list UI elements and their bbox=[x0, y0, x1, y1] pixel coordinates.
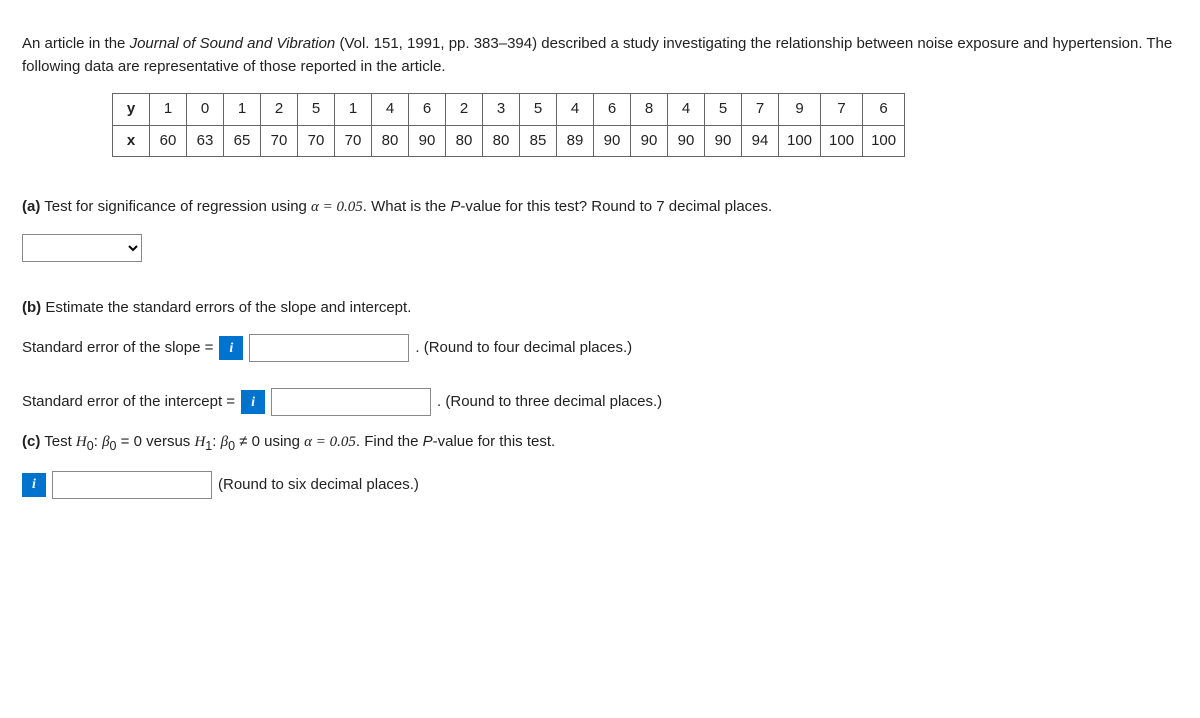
cell: 89 bbox=[557, 125, 594, 157]
beta-var2: β bbox=[221, 434, 228, 450]
cell: 1 bbox=[335, 94, 372, 126]
cell: 6 bbox=[409, 94, 446, 126]
c-post: . Find the bbox=[356, 433, 423, 450]
h0-var: H bbox=[76, 434, 87, 450]
slope-label: Standard error of the slope = bbox=[22, 337, 213, 360]
cell: 100 bbox=[779, 125, 821, 157]
cell: 60 bbox=[150, 125, 187, 157]
cell: 63 bbox=[187, 125, 224, 157]
cell: 70 bbox=[261, 125, 298, 157]
journal-name: Journal of Sound and Vibration bbox=[130, 35, 336, 52]
cell: 7 bbox=[821, 94, 863, 126]
cell: 94 bbox=[742, 125, 779, 157]
part-a-post2: -value for this test? Round to 7 decimal… bbox=[460, 198, 772, 215]
cell: 70 bbox=[335, 125, 372, 157]
beta-sub: 0 bbox=[110, 439, 117, 453]
part-b-rest: Estimate the standard errors of the slop… bbox=[41, 299, 411, 316]
cell: 5 bbox=[520, 94, 557, 126]
cell: 4 bbox=[668, 94, 705, 126]
part-c-input[interactable] bbox=[52, 471, 212, 499]
cell: 100 bbox=[863, 125, 905, 157]
table-row-y: y 1 0 1 2 5 1 4 6 2 3 5 4 6 8 4 5 7 9 7 … bbox=[113, 94, 905, 126]
c-neq: ≠ 0 using bbox=[235, 433, 304, 450]
c-colon2: : bbox=[212, 433, 220, 450]
beta-sub2: 0 bbox=[228, 439, 235, 453]
slope-input[interactable] bbox=[249, 334, 409, 362]
cell: 5 bbox=[705, 94, 742, 126]
cell: 0 bbox=[187, 94, 224, 126]
part-b-text: (b) Estimate the standard errors of the … bbox=[22, 297, 1178, 320]
cell: 3 bbox=[483, 94, 520, 126]
cell: 6 bbox=[863, 94, 905, 126]
part-a-post: . What is the bbox=[363, 198, 451, 215]
cell: 90 bbox=[705, 125, 742, 157]
info-icon[interactable]: i bbox=[241, 390, 265, 414]
cell: 4 bbox=[557, 94, 594, 126]
cell: 9 bbox=[779, 94, 821, 126]
intercept-input[interactable] bbox=[271, 388, 431, 416]
part-c-answer-row: i (Round to six decimal places.) bbox=[22, 471, 1178, 499]
intercept-round: . (Round to three decimal places.) bbox=[437, 391, 662, 414]
cell: 2 bbox=[446, 94, 483, 126]
p-word-c: P bbox=[423, 433, 433, 450]
cell: 6 bbox=[594, 94, 631, 126]
intercept-label: Standard error of the intercept = bbox=[22, 391, 235, 414]
part-c-label: (c) bbox=[22, 433, 40, 450]
cell: 4 bbox=[372, 94, 409, 126]
part-c-text: (c) Test H0: β0 = 0 versus H1: β0 ≠ 0 us… bbox=[22, 431, 1178, 456]
cell: 90 bbox=[631, 125, 668, 157]
info-icon[interactable]: i bbox=[22, 473, 46, 497]
cell: 7 bbox=[742, 94, 779, 126]
part-a-pre: Test for significance of regression usin… bbox=[40, 198, 311, 215]
part-a-select[interactable] bbox=[22, 234, 142, 262]
cell: 90 bbox=[409, 125, 446, 157]
intercept-row: Standard error of the intercept = i . (R… bbox=[22, 388, 1178, 416]
row-label-y: y bbox=[113, 94, 150, 126]
part-b-label: (b) bbox=[22, 299, 41, 316]
cell: 100 bbox=[821, 125, 863, 157]
cell: 80 bbox=[483, 125, 520, 157]
cell: 2 bbox=[261, 94, 298, 126]
cell: 70 bbox=[298, 125, 335, 157]
cell: 1 bbox=[150, 94, 187, 126]
slope-row: Standard error of the slope = i . (Round… bbox=[22, 334, 1178, 362]
info-icon[interactable]: i bbox=[219, 336, 243, 360]
part-a-label: (a) bbox=[22, 198, 40, 215]
cell: 80 bbox=[446, 125, 483, 157]
cell: 90 bbox=[594, 125, 631, 157]
c-post2: -value for this test. bbox=[433, 433, 556, 450]
slope-round: . (Round to four decimal places.) bbox=[415, 337, 632, 360]
h0-sub: 0 bbox=[87, 439, 94, 453]
intro-paragraph: An article in the Journal of Sound and V… bbox=[22, 33, 1178, 78]
alpha-eq-a: α = 0.05 bbox=[311, 199, 363, 215]
c-pre: Test bbox=[40, 433, 76, 450]
h1-var: H bbox=[194, 434, 205, 450]
c-colon: : bbox=[94, 433, 102, 450]
part-c-round: (Round to six decimal places.) bbox=[218, 474, 419, 497]
cell: 8 bbox=[631, 94, 668, 126]
cell: 65 bbox=[224, 125, 261, 157]
data-table: y 1 0 1 2 5 1 4 6 2 3 5 4 6 8 4 5 7 9 7 … bbox=[112, 93, 905, 157]
table-row-x: x 60 63 65 70 70 70 80 90 80 80 85 89 90… bbox=[113, 125, 905, 157]
cell: 80 bbox=[372, 125, 409, 157]
cell: 1 bbox=[224, 94, 261, 126]
p-word-a: P bbox=[450, 198, 460, 215]
cell: 5 bbox=[298, 94, 335, 126]
c-eq0: = 0 versus bbox=[117, 433, 195, 450]
cell: 85 bbox=[520, 125, 557, 157]
part-a-text: (a) Test for significance of regression … bbox=[22, 196, 1178, 219]
cell: 90 bbox=[668, 125, 705, 157]
beta-var: β bbox=[102, 434, 109, 450]
row-label-x: x bbox=[113, 125, 150, 157]
intro-pre: An article in the bbox=[22, 35, 130, 52]
alpha-eq-c: α = 0.05 bbox=[304, 434, 356, 450]
